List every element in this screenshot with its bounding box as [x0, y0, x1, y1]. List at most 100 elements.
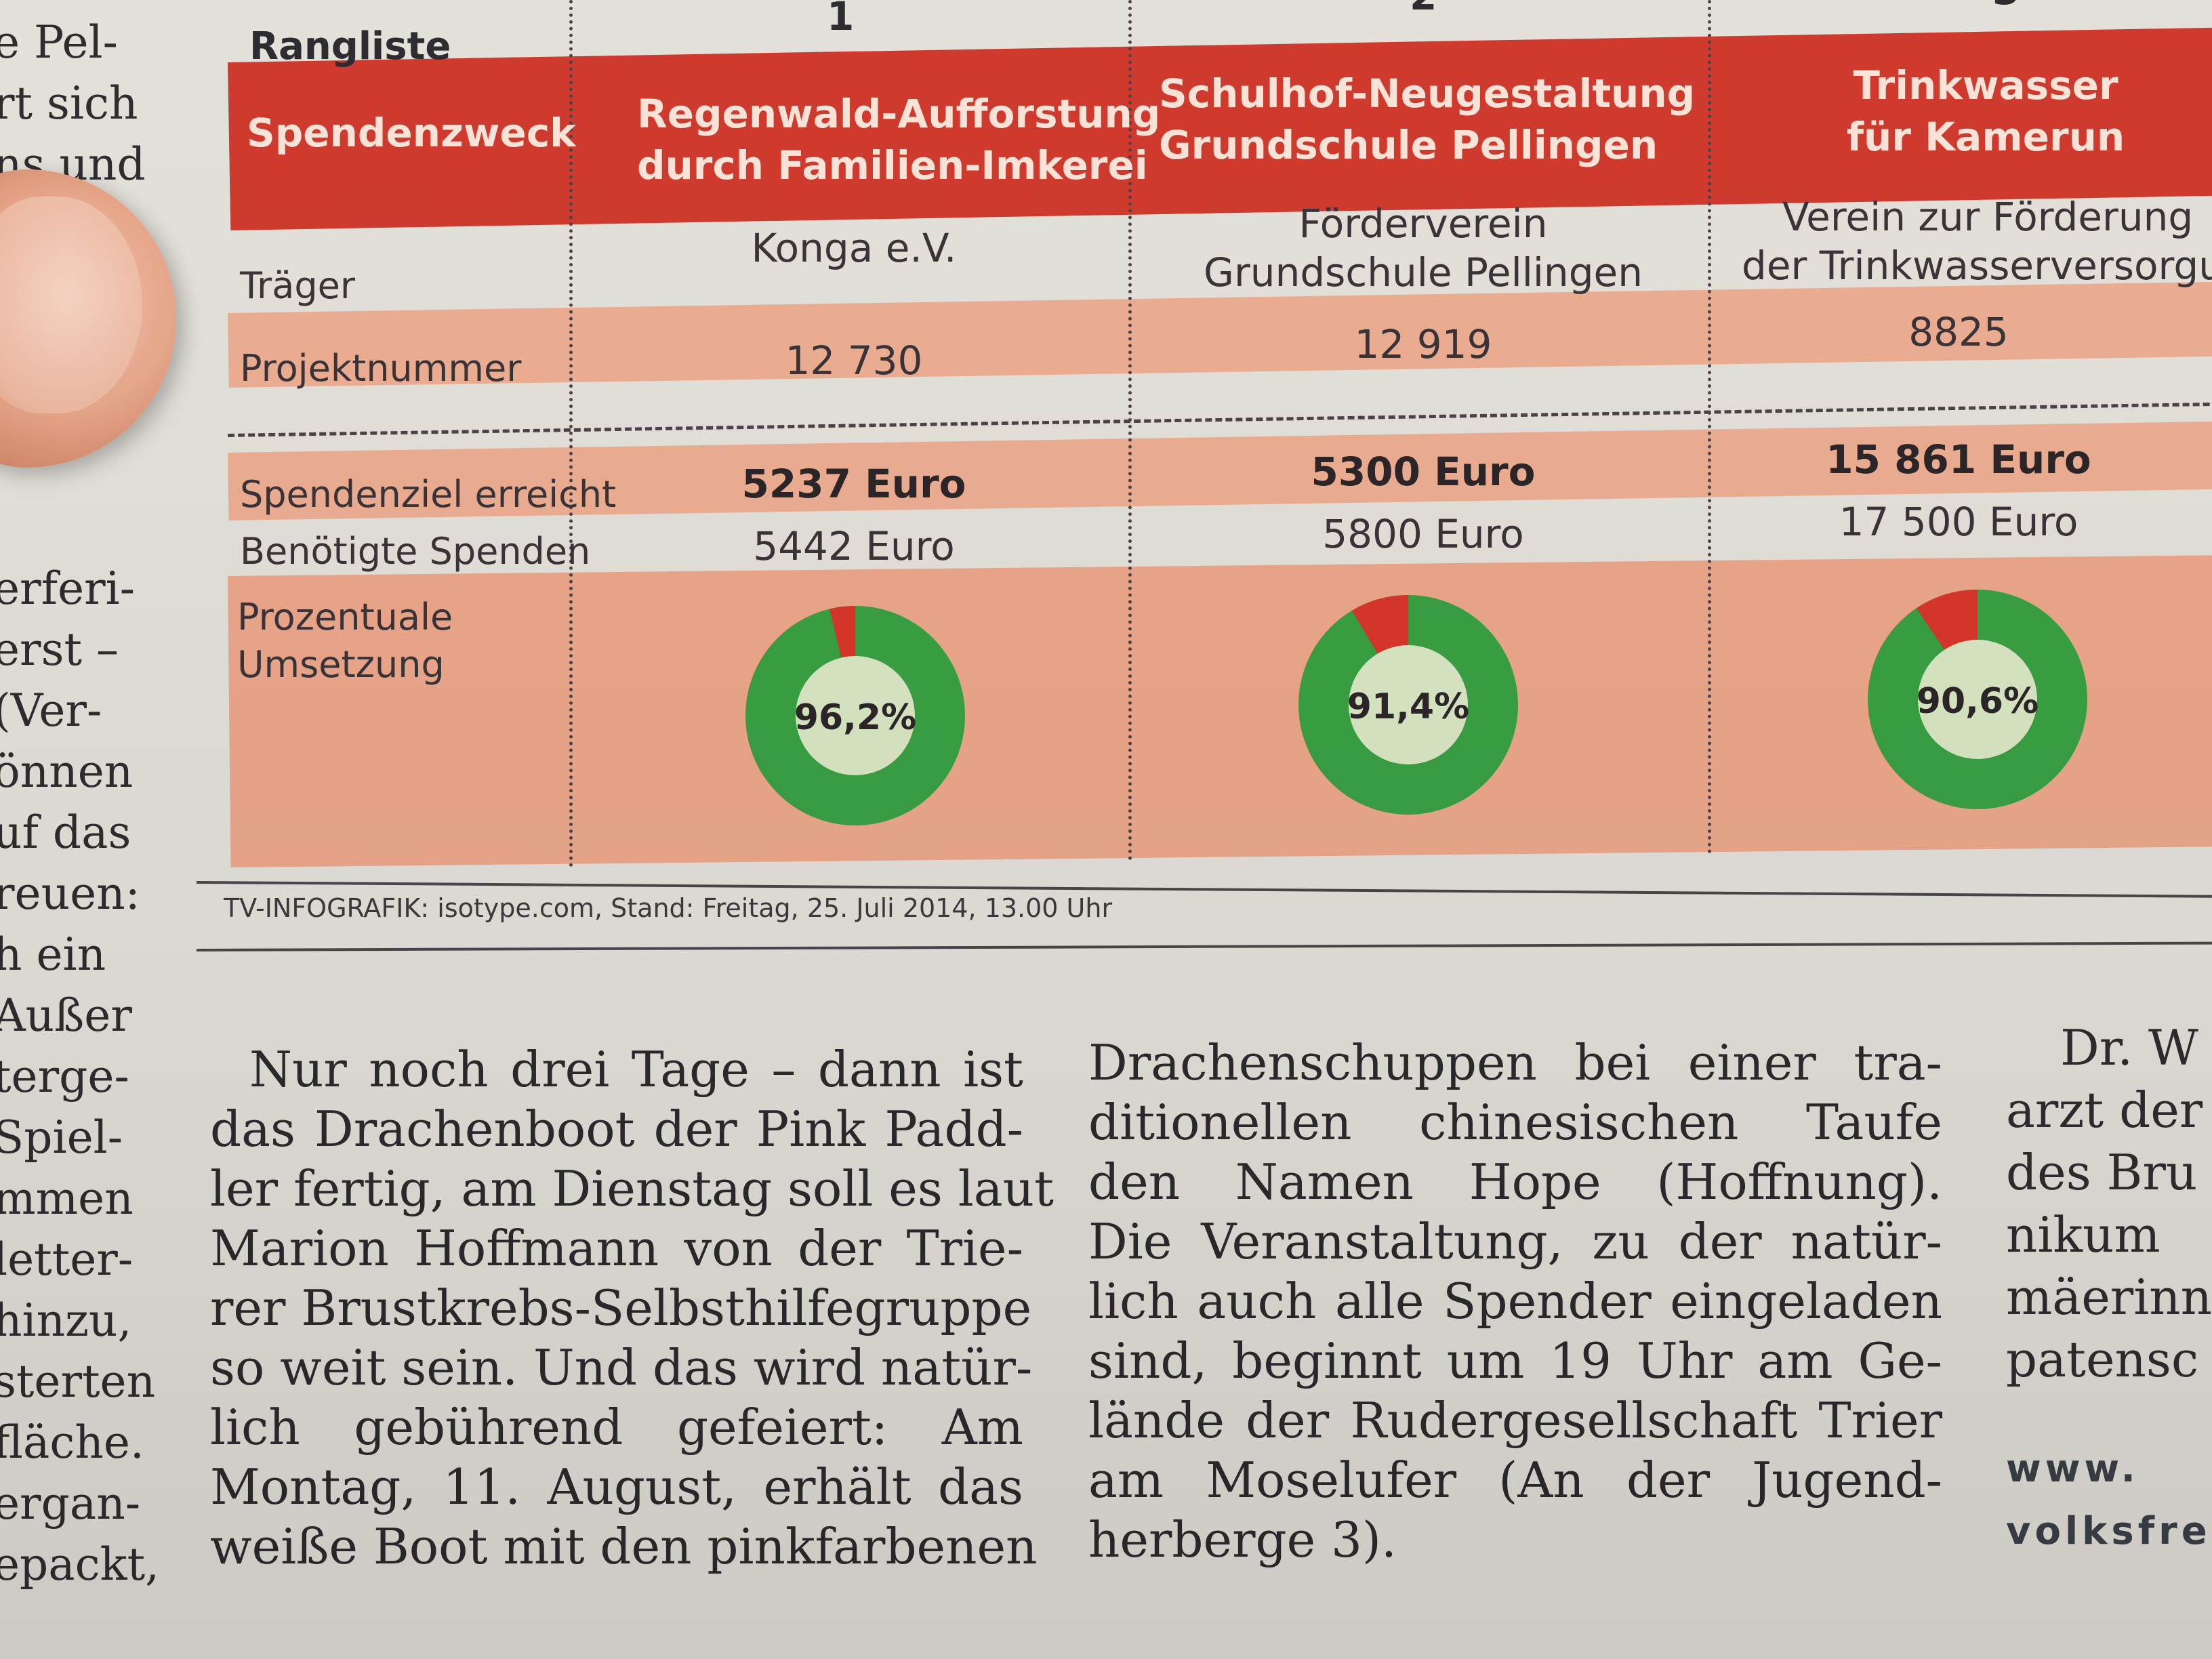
rank-number: 3 — [1992, 0, 2020, 14]
purpose-line: Grundschule Pellingen — [1159, 122, 1658, 168]
needed-row-label: Benötigte Spenden — [240, 530, 591, 573]
left-line: hinzu, — [0, 1294, 132, 1347]
left-line: uf das — [0, 806, 131, 859]
project-3-needed: 17 500 Euro — [1839, 499, 2078, 545]
article-line: den Namen Hope (Hoffnung). — [1088, 1153, 1942, 1210]
article-line: mäerinn — [2006, 1269, 2212, 1326]
sponsor-row-label: Träger — [240, 264, 356, 307]
donut-hole — [796, 656, 915, 775]
left-line: (Ver- — [0, 684, 102, 737]
article-line: Marion Hoffmann von der Trie- — [210, 1220, 1023, 1277]
article-line: sind, beginnt um 19 Uhr am Ge- — [1088, 1332, 1942, 1389]
percent-label-line: Umsetzung — [237, 643, 445, 686]
donut-hole — [1349, 645, 1468, 764]
article-line: Drachenschuppen bei einer tra- — [1088, 1034, 1942, 1091]
article-line: das Drachenboot der Pink Padd- — [210, 1101, 1023, 1158]
article-line: Die Veranstaltung, zu der natür- — [1088, 1213, 1942, 1270]
left-line: sterten — [0, 1355, 156, 1408]
project-3-sponsor: Verein zur Förderung der Trinkwasservers… — [1742, 192, 2212, 290]
article-line: des Bru — [2006, 1144, 2198, 1201]
left-top-line: e Pel- — [0, 16, 118, 68]
column-divider — [1128, 0, 1132, 861]
donut-percent-label: 90,6% — [1917, 681, 2039, 722]
project-1-donut: 96,2% — [740, 600, 970, 831]
left-line: h ein — [0, 928, 106, 981]
article-line: lich gebührend gefeiert: Am — [210, 1399, 1023, 1456]
sponsor-line: Konga e.V. — [751, 225, 957, 271]
article-line: Dr. W — [2060, 1019, 2199, 1076]
sponsor-line: der Trinkwasserversorgun — [1742, 243, 2212, 289]
left-line: letter- — [0, 1233, 134, 1286]
left-column-body: erferi- erst – (Ver- önnen uf das reuen:… — [0, 558, 176, 1595]
sponsor-line: Förderverein — [1298, 201, 1548, 247]
percent-label-line: Prozentuale — [237, 596, 453, 638]
project-2-sponsor: Förderverein Grundschule Pellingen — [1166, 199, 1681, 297]
article-line: Nur noch drei Tage – dann ist — [249, 1041, 1023, 1098]
project-1-number: 12 730 — [785, 337, 923, 384]
donation-infographic: Rangliste 1 2 3 Spendenzweck Regenwald-A… — [217, 0, 2212, 874]
project-2-donut: 91,4% — [1293, 590, 1523, 820]
project-number-row-label: Projektnummer — [240, 347, 522, 390]
article-line: nikum — [2006, 1206, 2160, 1263]
donut-hole — [1918, 640, 2037, 759]
donut-percent-label: 96,2% — [794, 697, 916, 738]
rank-number: 2 — [1410, 0, 1437, 19]
project-1-reached: 5237 Euro — [741, 461, 966, 507]
project-2-needed: 5800 Euro — [1322, 511, 1524, 557]
project-2-number: 12 919 — [1354, 321, 1492, 367]
article-column-3: Dr. W arzt der des Bru nikum mäerinn pat… — [2006, 1017, 2212, 1563]
ranking-title: Rangliste — [249, 24, 451, 68]
credit-rule-bottom — [197, 941, 2212, 951]
left-line: erferi- — [0, 562, 136, 615]
column-divider — [569, 0, 573, 867]
left-line: Spiel- — [0, 1111, 123, 1164]
column-divider — [1708, 0, 1711, 854]
article-line: weiße Boot mit den pinkfarbenen — [210, 1518, 1038, 1575]
project-3-donut: 90,6% — [1862, 584, 2093, 815]
article-line: Montag, 11. August, erhält das — [210, 1458, 1023, 1515]
purpose-line: Trinkwasser — [1853, 62, 2118, 108]
article-line: herberge 3). — [1088, 1511, 1397, 1568]
rank-number: 1 — [827, 0, 855, 39]
sponsor-line: Grundschule Pellingen — [1204, 249, 1643, 295]
article-line: ler fertig, am Dienstag soll es laut — [210, 1160, 1054, 1217]
purpose-line: Schulhof-Neugestaltung — [1159, 70, 1696, 117]
article-line: so weit sein. Und das wird natür- — [210, 1339, 1033, 1396]
thumbnail — [0, 197, 142, 413]
left-line: erst – — [0, 623, 119, 676]
sponsor-line: Verein zur Förderung — [1782, 194, 2194, 240]
left-top-line: rt sich — [0, 77, 138, 129]
left-line: Außer — [0, 989, 132, 1042]
left-line: fläche. — [0, 1416, 144, 1469]
project-3-number: 8825 — [1908, 309, 2009, 355]
project-2-purpose: Schulhof-Neugestaltung Grundschule Pelli… — [1159, 68, 1696, 171]
left-line: terge- — [0, 1050, 129, 1103]
purpose-line: für Kamerun — [1846, 114, 2125, 160]
project-3-reached: 15 861 Euro — [1826, 436, 2091, 483]
article-column-2: Drachenschuppen bei einer tra- ditionell… — [1088, 1033, 1942, 1570]
left-line: epackt, — [0, 1538, 160, 1591]
left-line: ergan- — [0, 1477, 141, 1530]
project-1-purpose: Regenwald-Aufforstung durch Familien-Imk… — [637, 88, 1161, 191]
purpose-line: Regenwald-Aufforstung — [637, 91, 1161, 137]
percent-row-label: Prozentuale Umsetzung — [237, 594, 453, 689]
article-line: ditionellen chinesischen Taufe — [1088, 1094, 1942, 1151]
purpose-line: durch Familien-Imkerei — [637, 142, 1148, 188]
article-line: arzt der — [2006, 1082, 2203, 1139]
project-3-purpose: Trinkwasser für Kamerun — [1796, 60, 2175, 163]
project-2-reached: 5300 Euro — [1311, 449, 1536, 495]
left-line: mmen — [0, 1172, 134, 1225]
website-link: www. — [2006, 1447, 2139, 1491]
left-line: reuen: — [0, 867, 140, 920]
project-1-needed: 5442 Euro — [753, 523, 955, 569]
article-line: am Moselufer (An der Jugend- — [1088, 1452, 1942, 1509]
article-line: lände der Rudergesellschaft Trier — [1088, 1392, 1942, 1449]
donut-percent-label: 91,4% — [1347, 687, 1469, 727]
purpose-row-label: Spendenzweck — [247, 110, 576, 156]
project-1-sponsor: Konga e.V. — [651, 224, 1057, 272]
article-column-1: Nur noch drei Tage – dann ist das Drache… — [210, 1040, 1054, 1576]
article-line: rer Brustkrebs-Selbsthilfegruppe — [210, 1279, 1032, 1336]
left-column-top: e Pel- rt sich ns und — [0, 12, 176, 195]
article-line: lich auch alle Spender eingeladen — [1088, 1273, 1942, 1330]
